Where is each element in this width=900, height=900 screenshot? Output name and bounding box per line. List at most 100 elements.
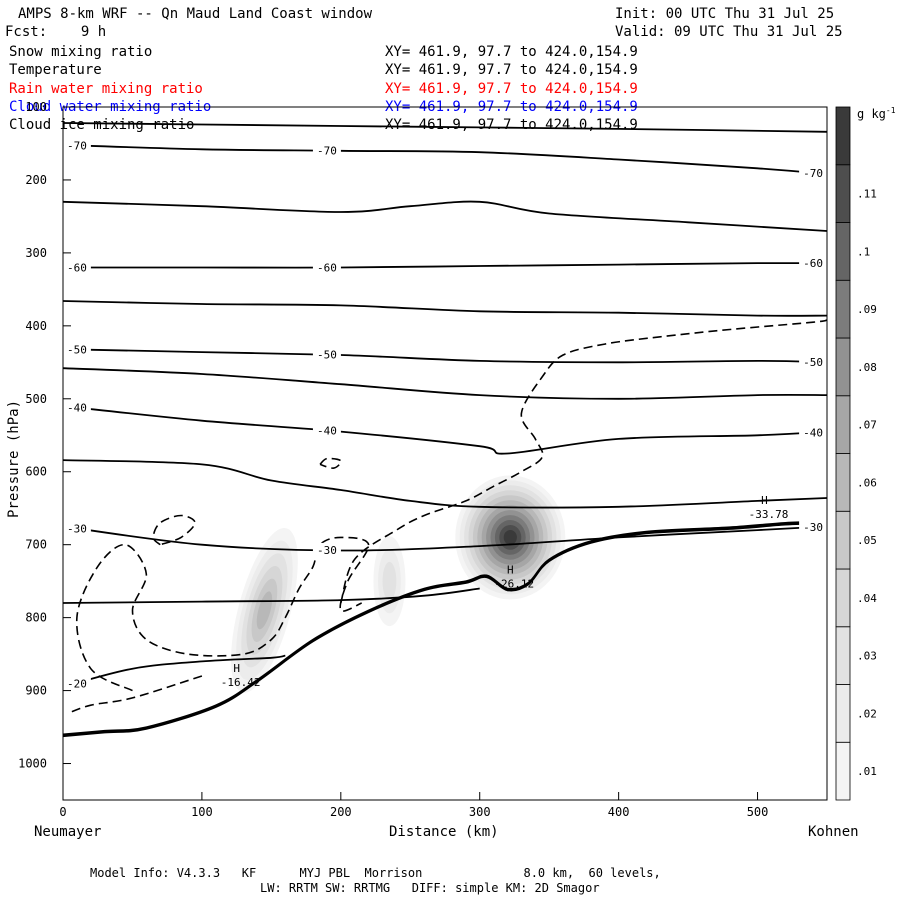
isotherm-label-bg xyxy=(62,400,91,414)
colorbar-level-label: .11 xyxy=(857,188,877,201)
x-tick-label: 200 xyxy=(330,805,352,819)
y-tick-label: 100 xyxy=(25,100,47,114)
colorbar-level-label: .07 xyxy=(857,419,877,432)
field-name-snow: Snow mixing ratio xyxy=(9,44,153,60)
colorbar-box xyxy=(835,510,851,570)
colorbar-box xyxy=(835,684,851,743)
isotherm-contours xyxy=(63,122,827,688)
colorbar-level-label: .1 xyxy=(857,245,870,258)
isotherm-line xyxy=(63,144,827,175)
dashed-contour xyxy=(319,457,342,469)
x-left-label: Neumayer xyxy=(34,824,102,840)
isotherm-label-bg xyxy=(799,165,828,179)
isotherm-label: -50 xyxy=(317,349,337,362)
isotherm-label: -60 xyxy=(67,261,87,274)
y-tick-label: 200 xyxy=(25,173,47,187)
isotherm-label: -40 xyxy=(803,426,823,439)
isotherm-label: -70 xyxy=(317,145,337,158)
dashed-contour xyxy=(340,319,827,604)
isotherm-label-bg xyxy=(312,423,341,437)
isotherm-label-bg xyxy=(799,520,828,534)
contour-line xyxy=(63,300,827,317)
init-time: Init: 00 UTC Thu 31 Jul 25 xyxy=(615,6,835,22)
isotherm-label-bg xyxy=(799,355,828,369)
chart-title: AMPS 8-km WRF -- Qn Maud Land Coast wind… xyxy=(18,6,373,22)
colorbar-level-label: .04 xyxy=(857,592,877,605)
colorbar-box xyxy=(835,222,851,281)
colorbar-box xyxy=(835,337,851,397)
y-tick-label: 900 xyxy=(25,684,47,698)
valid-time: Valid: 09 UTC Thu 31 Jul 25 xyxy=(615,24,843,40)
isotherm-label: -30 xyxy=(803,521,823,534)
isotherm-label-bg xyxy=(312,542,341,556)
isotherm-label: -40 xyxy=(67,402,87,415)
isotherm-label: -40 xyxy=(317,425,337,438)
terrain-line xyxy=(63,522,827,738)
colorbar: .01 .02 .03 .04 .05 .06 .07 .08 .09 .1 .11 xyxy=(835,106,877,801)
isotherm-line xyxy=(63,348,827,364)
colorbar-box xyxy=(835,453,851,512)
y-tick-label: 700 xyxy=(25,538,47,552)
isotherm-label: -60 xyxy=(803,257,823,270)
x-axis-label: Distance (km) xyxy=(389,824,499,840)
colorbar-box xyxy=(835,395,851,454)
x-right-label: Kohnen xyxy=(808,824,859,840)
high-value: -16.42 xyxy=(221,676,261,689)
x-tick-label: 500 xyxy=(747,805,769,819)
mixing-ratio-shade xyxy=(382,561,397,601)
contour-line xyxy=(63,200,827,232)
y-tick-label: 300 xyxy=(25,246,47,260)
colorbar-box xyxy=(835,106,851,166)
field-name-temperature: Temperature xyxy=(9,62,102,78)
isotherm-label: -30 xyxy=(317,544,337,557)
y-tick-label: 500 xyxy=(25,392,47,406)
high-marker: H xyxy=(761,494,768,507)
terrain-lines xyxy=(63,520,827,738)
y-tick-label: 400 xyxy=(25,319,47,333)
colorbar-level-label: .02 xyxy=(857,707,877,720)
field-name-rain: Rain water mixing ratio xyxy=(9,81,203,97)
dashed-contours xyxy=(69,319,827,714)
isotherm-label-bg xyxy=(312,143,341,157)
isotherm-label-bg xyxy=(62,260,91,274)
isotherm-label-bg xyxy=(799,256,828,270)
colorbar-level-label: .09 xyxy=(857,303,877,316)
isotherm-label: -70 xyxy=(67,139,87,152)
terrain-line xyxy=(63,521,827,737)
high-value: -26.12 xyxy=(494,578,534,591)
x-tick-label: 100 xyxy=(191,805,213,819)
high-marker: H xyxy=(233,662,240,675)
colorbar-level-label: .03 xyxy=(857,650,877,663)
isotherm-line xyxy=(63,405,827,455)
y-axis-label: Pressure (hPa) xyxy=(6,399,22,518)
plot-frame xyxy=(62,106,828,801)
mixing-ratio-shading xyxy=(231,475,566,693)
colorbar-level-label: .08 xyxy=(857,361,877,374)
isotherm-label: -50 xyxy=(67,343,87,356)
y-tick-label: 600 xyxy=(25,465,47,479)
contour-line xyxy=(63,459,827,509)
colorbar-level-label: .05 xyxy=(857,534,877,547)
dashed-contour xyxy=(152,514,196,546)
colorbar-box xyxy=(835,164,851,223)
isotherm-line xyxy=(63,525,827,552)
isotherm-label: -70 xyxy=(803,167,823,180)
isotherm-label-bg xyxy=(62,676,91,690)
x-tick-label: 400 xyxy=(608,805,630,819)
model-info-line2: LW: RRTM SW: RRTMG DIFF: simple KM: 2D S… xyxy=(260,881,600,895)
y-tick-label: 1000 xyxy=(18,757,47,771)
isotherm-line xyxy=(63,654,286,688)
isotherm-line xyxy=(63,262,827,269)
isotherm-label: -30 xyxy=(67,522,87,535)
y-tick-label: 800 xyxy=(25,611,47,625)
x-tick-label: 0 xyxy=(59,805,66,819)
isotherm-label: -60 xyxy=(317,261,337,274)
axes: 0 100 200 300 400 500 100 200 300 400 500 600 700 800… xyxy=(18,100,768,819)
high-marker: H xyxy=(507,564,514,577)
dashed-contour xyxy=(75,536,370,692)
colorbar-box xyxy=(835,568,851,628)
contour-labels: -70 -70 -70 -60 -60 -60 -50 -50 -50 -40 -40 -40 -30 -… xyxy=(62,138,828,690)
colorbar-box xyxy=(835,626,851,685)
model-info-line1: Model Info: V4.3.3 KF MYJ PBL Morrison 8… xyxy=(90,866,661,880)
